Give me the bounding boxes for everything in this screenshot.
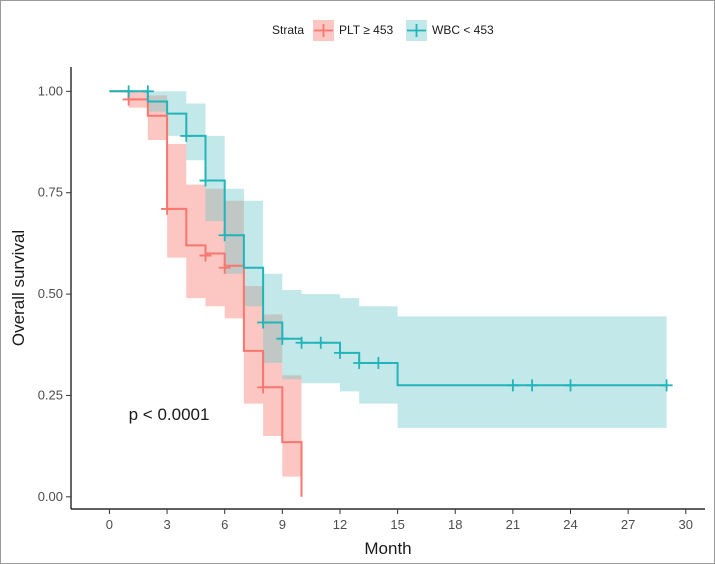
x-tick-label: 21 xyxy=(506,517,520,532)
censor-mark-wbc xyxy=(257,316,270,329)
x-tick-label: 30 xyxy=(679,517,693,532)
censor-mark-wbc xyxy=(564,379,577,392)
x-tick-label: 18 xyxy=(448,517,462,532)
censor-mark-plt xyxy=(218,261,231,274)
censor-mark-wbc xyxy=(218,229,231,242)
x-tick-label: 27 xyxy=(621,517,635,532)
x-tick-label: 6 xyxy=(221,517,228,532)
censor-mark-wbc xyxy=(314,336,327,349)
legend-key-mark xyxy=(407,24,426,37)
x-tick-label: 9 xyxy=(279,517,286,532)
x-axis-title: Month xyxy=(364,539,411,558)
x-tick-label: 15 xyxy=(390,517,404,532)
x-tick-label: 12 xyxy=(333,517,347,532)
censor-mark-wbc xyxy=(660,379,673,392)
x-tick-label: 3 xyxy=(163,517,170,532)
censor-mark-wbc xyxy=(372,357,385,370)
censor-mark-plt xyxy=(161,202,174,215)
censor-mark-wbc xyxy=(122,85,135,98)
y-tick-label: 1.00 xyxy=(38,83,63,98)
ci-band-plt xyxy=(109,91,302,497)
censor-mark-plt xyxy=(199,249,212,262)
censor-mark-wbc xyxy=(276,332,289,345)
censor-mark-wbc xyxy=(526,379,539,392)
survival-curve-wbc xyxy=(109,90,667,387)
legend-label-wbc: WBC < 453 xyxy=(432,23,494,37)
x-tick-label: 24 xyxy=(563,517,577,532)
legend-title: Strata xyxy=(272,23,304,37)
y-tick-label: 0.50 xyxy=(38,286,63,301)
censor-mark-wbc xyxy=(506,379,519,392)
y-axis-title: Overall survival xyxy=(9,230,28,346)
y-tick-label: 0.00 xyxy=(38,489,63,504)
censor-mark-wbc xyxy=(295,336,308,349)
censor-mark-wbc xyxy=(199,174,212,187)
legend-key-mark xyxy=(314,24,333,37)
x-tick-label: 0 xyxy=(106,517,113,532)
censor-mark-wbc xyxy=(141,85,154,98)
legend-label-plt: PLT ≥ 453 xyxy=(339,23,394,37)
censor-mark-wbc xyxy=(180,129,193,142)
censor-mark-wbc xyxy=(353,357,366,370)
y-tick-label: 0.25 xyxy=(38,387,63,402)
ci-band-wbc xyxy=(109,91,667,428)
censor-mark-wbc xyxy=(333,346,346,359)
p-value-annotation: p < 0.0001 xyxy=(129,405,210,424)
censor-mark-plt xyxy=(257,381,270,394)
y-tick-label: 0.75 xyxy=(38,185,63,200)
